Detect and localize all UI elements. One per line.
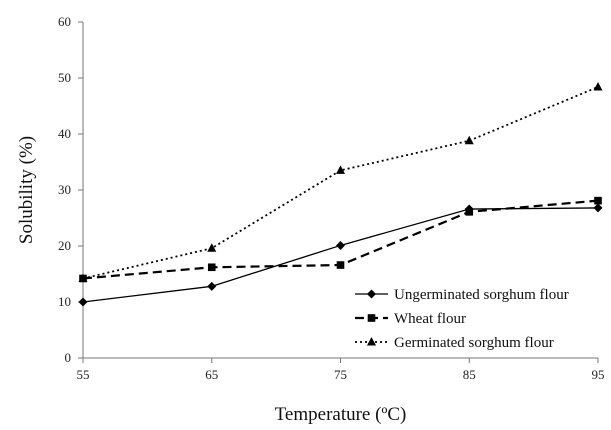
y-tick-label: 50 xyxy=(58,70,71,85)
data-point xyxy=(207,243,217,252)
series-line xyxy=(82,86,599,280)
data-point xyxy=(465,208,474,216)
y-tick-label: 20 xyxy=(58,238,71,253)
data-point xyxy=(593,203,603,213)
x-tick-label: 95 xyxy=(592,367,605,382)
legend-marker xyxy=(367,314,376,322)
y-tick-label: 10 xyxy=(58,294,71,309)
data-point xyxy=(464,135,474,145)
series-square xyxy=(79,196,602,283)
series-layer xyxy=(78,81,603,307)
data-point xyxy=(593,81,603,91)
y-tick-label: 0 xyxy=(65,350,72,365)
data-point xyxy=(336,165,345,174)
y-axis-title: Solubility (%) xyxy=(16,136,37,244)
data-point xyxy=(78,273,88,282)
data-point xyxy=(594,196,602,205)
data-point xyxy=(207,281,217,291)
x-tick-label: 55 xyxy=(77,367,90,382)
y-tick-label: 40 xyxy=(58,126,71,141)
x-tick-label: 85 xyxy=(463,367,476,382)
x-tick-label: 75 xyxy=(334,367,347,382)
legend-marker xyxy=(367,337,376,346)
legend-label: Wheat flour xyxy=(394,311,466,327)
x-axis-title: Temperature (ºC) xyxy=(275,404,407,425)
legend-marker xyxy=(367,289,376,299)
legend: Ungerminated sorghum flour Wheat flour Ger… xyxy=(355,287,569,351)
y-tick-label: 30 xyxy=(58,182,71,197)
legend-item: Ungerminated sorghum flour xyxy=(355,287,569,303)
legend-item: Germinated sorghum flour xyxy=(355,335,554,351)
x-ticks: 55 65 75 85 95 xyxy=(77,358,605,382)
data-point xyxy=(336,261,345,269)
data-point xyxy=(78,297,88,307)
legend-label: Ungerminated sorghum flour xyxy=(394,287,569,303)
series-triangle xyxy=(78,81,603,282)
data-point xyxy=(336,240,345,250)
y-ticks: 0 10 20 30 40 50 60 xyxy=(58,14,83,365)
x-tick-label: 65 xyxy=(205,367,218,382)
legend-label: Germinated sorghum flour xyxy=(394,335,554,351)
data-point xyxy=(207,263,216,272)
legend-item: Wheat flour xyxy=(355,311,466,327)
y-tick-label: 60 xyxy=(58,14,71,29)
axes xyxy=(82,22,598,359)
